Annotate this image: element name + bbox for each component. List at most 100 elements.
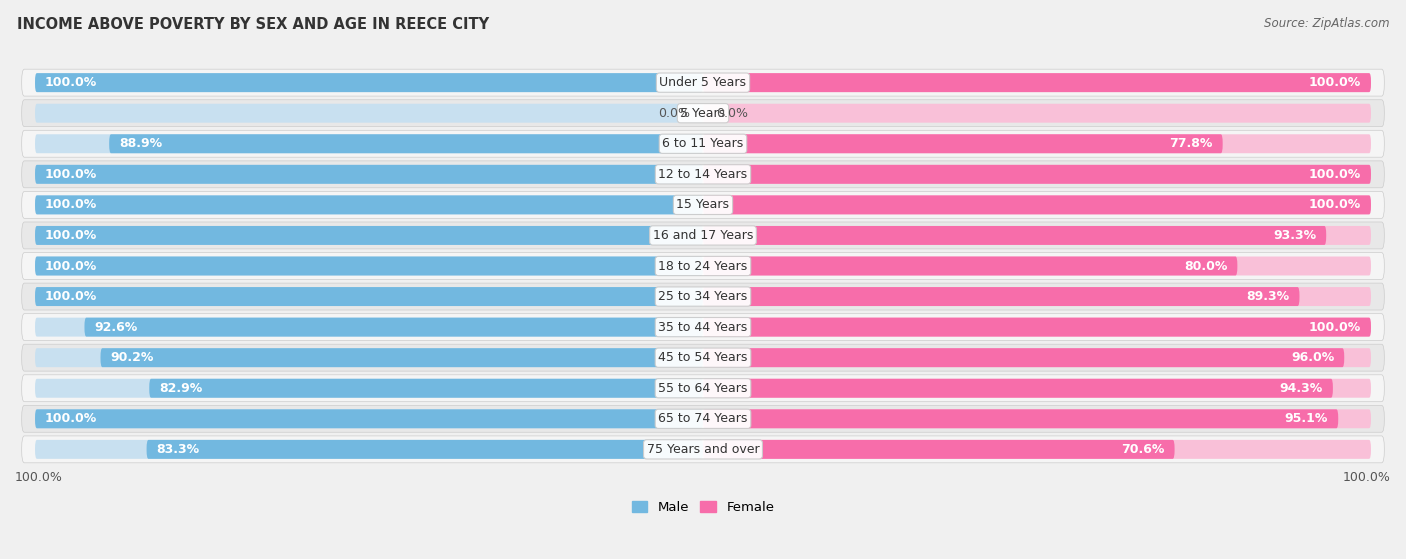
Legend: Male, Female: Male, Female bbox=[626, 496, 780, 519]
FancyBboxPatch shape bbox=[35, 409, 703, 428]
Text: 100.0%: 100.0% bbox=[45, 229, 97, 242]
Text: 100.0%: 100.0% bbox=[45, 290, 97, 303]
Text: 0.0%: 0.0% bbox=[717, 107, 748, 120]
FancyBboxPatch shape bbox=[703, 318, 1371, 337]
FancyBboxPatch shape bbox=[703, 134, 1371, 153]
FancyBboxPatch shape bbox=[35, 409, 703, 428]
FancyBboxPatch shape bbox=[35, 226, 703, 245]
Text: 100.0%: 100.0% bbox=[45, 198, 97, 211]
Text: 100.0%: 100.0% bbox=[15, 471, 63, 484]
FancyBboxPatch shape bbox=[703, 73, 1371, 92]
FancyBboxPatch shape bbox=[703, 318, 1371, 337]
FancyBboxPatch shape bbox=[149, 379, 703, 397]
Text: INCOME ABOVE POVERTY BY SEX AND AGE IN REECE CITY: INCOME ABOVE POVERTY BY SEX AND AGE IN R… bbox=[17, 17, 489, 32]
FancyBboxPatch shape bbox=[703, 226, 1371, 245]
Text: 100.0%: 100.0% bbox=[45, 76, 97, 89]
FancyBboxPatch shape bbox=[35, 287, 703, 306]
Text: 65 to 74 Years: 65 to 74 Years bbox=[658, 413, 748, 425]
FancyBboxPatch shape bbox=[703, 348, 1344, 367]
FancyBboxPatch shape bbox=[35, 379, 703, 397]
FancyBboxPatch shape bbox=[110, 134, 703, 153]
Text: 12 to 14 Years: 12 to 14 Years bbox=[658, 168, 748, 181]
FancyBboxPatch shape bbox=[35, 318, 703, 337]
FancyBboxPatch shape bbox=[84, 318, 703, 337]
FancyBboxPatch shape bbox=[35, 440, 703, 459]
Text: 89.3%: 89.3% bbox=[1246, 290, 1289, 303]
Text: 0.0%: 0.0% bbox=[658, 107, 689, 120]
FancyBboxPatch shape bbox=[703, 165, 1371, 184]
Text: 95.1%: 95.1% bbox=[1285, 413, 1329, 425]
FancyBboxPatch shape bbox=[703, 287, 1371, 306]
FancyBboxPatch shape bbox=[35, 134, 703, 153]
Text: 90.2%: 90.2% bbox=[111, 351, 153, 364]
FancyBboxPatch shape bbox=[703, 196, 1371, 214]
FancyBboxPatch shape bbox=[21, 130, 1385, 157]
Text: 100.0%: 100.0% bbox=[1309, 198, 1361, 211]
Text: 16 and 17 Years: 16 and 17 Years bbox=[652, 229, 754, 242]
Text: 100.0%: 100.0% bbox=[1343, 471, 1391, 484]
Text: 15 Years: 15 Years bbox=[676, 198, 730, 211]
FancyBboxPatch shape bbox=[21, 100, 1385, 127]
FancyBboxPatch shape bbox=[35, 348, 703, 367]
FancyBboxPatch shape bbox=[21, 375, 1385, 402]
FancyBboxPatch shape bbox=[35, 196, 703, 214]
Text: 100.0%: 100.0% bbox=[45, 259, 97, 272]
Text: 83.3%: 83.3% bbox=[156, 443, 200, 456]
FancyBboxPatch shape bbox=[21, 161, 1385, 188]
FancyBboxPatch shape bbox=[703, 379, 1333, 397]
FancyBboxPatch shape bbox=[21, 69, 1385, 96]
FancyBboxPatch shape bbox=[35, 287, 703, 306]
FancyBboxPatch shape bbox=[21, 253, 1385, 280]
FancyBboxPatch shape bbox=[703, 409, 1371, 428]
FancyBboxPatch shape bbox=[703, 409, 1339, 428]
FancyBboxPatch shape bbox=[703, 73, 1371, 92]
Text: 77.8%: 77.8% bbox=[1170, 138, 1212, 150]
FancyBboxPatch shape bbox=[35, 196, 703, 214]
Text: 100.0%: 100.0% bbox=[45, 168, 97, 181]
FancyBboxPatch shape bbox=[21, 436, 1385, 463]
Text: 100.0%: 100.0% bbox=[1309, 321, 1361, 334]
Text: 45 to 54 Years: 45 to 54 Years bbox=[658, 351, 748, 364]
FancyBboxPatch shape bbox=[21, 222, 1385, 249]
Text: 100.0%: 100.0% bbox=[1309, 168, 1361, 181]
FancyBboxPatch shape bbox=[21, 344, 1385, 371]
Text: 96.0%: 96.0% bbox=[1291, 351, 1334, 364]
FancyBboxPatch shape bbox=[703, 257, 1237, 276]
FancyBboxPatch shape bbox=[703, 134, 1223, 153]
FancyBboxPatch shape bbox=[703, 440, 1174, 459]
FancyBboxPatch shape bbox=[35, 226, 703, 245]
Text: 55 to 64 Years: 55 to 64 Years bbox=[658, 382, 748, 395]
FancyBboxPatch shape bbox=[703, 440, 1371, 459]
FancyBboxPatch shape bbox=[703, 196, 1371, 214]
FancyBboxPatch shape bbox=[35, 104, 703, 122]
Text: 80.0%: 80.0% bbox=[1184, 259, 1227, 272]
Text: 18 to 24 Years: 18 to 24 Years bbox=[658, 259, 748, 272]
Text: 75 Years and over: 75 Years and over bbox=[647, 443, 759, 456]
Text: 100.0%: 100.0% bbox=[1309, 76, 1361, 89]
Text: 82.9%: 82.9% bbox=[159, 382, 202, 395]
Text: Under 5 Years: Under 5 Years bbox=[659, 76, 747, 89]
Text: 70.6%: 70.6% bbox=[1121, 443, 1164, 456]
FancyBboxPatch shape bbox=[35, 165, 703, 184]
Text: 93.3%: 93.3% bbox=[1272, 229, 1316, 242]
Text: Source: ZipAtlas.com: Source: ZipAtlas.com bbox=[1264, 17, 1389, 30]
FancyBboxPatch shape bbox=[21, 405, 1385, 432]
Text: 25 to 34 Years: 25 to 34 Years bbox=[658, 290, 748, 303]
FancyBboxPatch shape bbox=[35, 165, 703, 184]
FancyBboxPatch shape bbox=[35, 73, 703, 92]
FancyBboxPatch shape bbox=[703, 165, 1371, 184]
Text: 88.9%: 88.9% bbox=[120, 138, 162, 150]
FancyBboxPatch shape bbox=[703, 257, 1371, 276]
FancyBboxPatch shape bbox=[35, 257, 703, 276]
FancyBboxPatch shape bbox=[703, 348, 1371, 367]
Text: 92.6%: 92.6% bbox=[94, 321, 138, 334]
Text: 5 Years: 5 Years bbox=[681, 107, 725, 120]
Text: 6 to 11 Years: 6 to 11 Years bbox=[662, 138, 744, 150]
Text: 35 to 44 Years: 35 to 44 Years bbox=[658, 321, 748, 334]
FancyBboxPatch shape bbox=[703, 287, 1299, 306]
FancyBboxPatch shape bbox=[100, 348, 703, 367]
FancyBboxPatch shape bbox=[21, 283, 1385, 310]
FancyBboxPatch shape bbox=[21, 314, 1385, 340]
FancyBboxPatch shape bbox=[703, 226, 1326, 245]
FancyBboxPatch shape bbox=[703, 379, 1371, 397]
